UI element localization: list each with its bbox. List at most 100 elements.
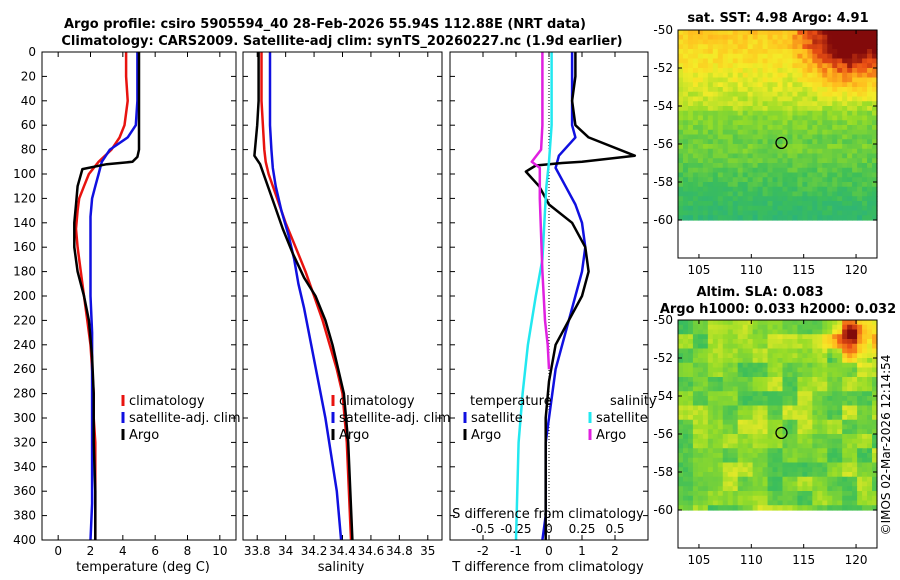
- map-cell: [807, 381, 813, 388]
- map-cell: [682, 467, 689, 473]
- map-cell: [707, 472, 714, 478]
- map-cell: [722, 172, 729, 178]
- map-cell: [697, 153, 704, 159]
- map-cell: [817, 348, 823, 354]
- map-cell: [767, 144, 774, 150]
- map-cell: [777, 462, 784, 468]
- map-cell: [707, 343, 714, 350]
- map-cell: [797, 153, 803, 159]
- map-cell: [782, 186, 789, 193]
- map-cell: [777, 163, 784, 169]
- map-cell: [822, 148, 828, 155]
- map-cell: [847, 415, 853, 421]
- map-cell: [678, 191, 684, 197]
- map-cell: [697, 476, 704, 483]
- map-cell: [842, 148, 848, 155]
- map-cell: [747, 186, 754, 193]
- map-cell: [792, 400, 798, 407]
- map-cell: [837, 476, 843, 483]
- map-cell: [682, 39, 689, 45]
- map-cell: [772, 372, 779, 378]
- map-cell: [827, 410, 833, 416]
- map-cell: [867, 125, 873, 131]
- map-cell: [867, 434, 873, 440]
- map-cell: [762, 329, 769, 335]
- map-cell: [792, 39, 798, 45]
- map-cell: [857, 172, 863, 178]
- map-cell: [767, 101, 774, 107]
- map-cell: [867, 443, 873, 449]
- map-cell: [827, 96, 833, 102]
- salinity-xtick-label: 34.6: [358, 544, 385, 558]
- map-cell: [678, 68, 684, 74]
- map-ytick-label: -54: [653, 389, 673, 403]
- map-cell: [777, 210, 784, 216]
- map-cell: [842, 144, 848, 150]
- map-cell: [772, 87, 779, 93]
- map-cell: [742, 44, 749, 50]
- map-cell: [767, 163, 774, 169]
- map-cell: [842, 77, 848, 83]
- map-cell: [687, 87, 694, 93]
- map-cell: [837, 167, 843, 174]
- map-cell: [712, 34, 719, 41]
- map-cell: [742, 358, 749, 364]
- map-cell: [812, 87, 818, 93]
- map-cell: [847, 63, 853, 69]
- map-cell: [852, 139, 858, 145]
- map-cell: [747, 125, 754, 131]
- map-cell: [872, 110, 878, 117]
- map-cell: [707, 215, 714, 221]
- map-cell: [767, 139, 774, 145]
- map-cell: [812, 324, 818, 331]
- map-cell: [862, 30, 868, 36]
- map-cell: [757, 196, 764, 202]
- map-cell: [832, 348, 838, 354]
- map-cell: [727, 182, 734, 188]
- map-cell: [822, 491, 828, 497]
- map-cell: [707, 396, 714, 402]
- map-cell: [757, 486, 764, 492]
- map-cell: [772, 448, 779, 454]
- map-cell: [722, 491, 729, 497]
- map-cell: [692, 486, 699, 492]
- map-cell: [857, 500, 863, 506]
- map-cell: [862, 110, 868, 117]
- map-cell: [702, 324, 709, 331]
- map-cell: [752, 163, 759, 169]
- map-cell: [732, 343, 739, 350]
- map-cell: [857, 82, 863, 88]
- map-cell: [737, 462, 744, 468]
- map-cell: [697, 87, 704, 93]
- map-cell: [862, 462, 868, 468]
- depth-tick-label: 180: [13, 265, 36, 279]
- map-cell: [722, 182, 729, 188]
- map-cell: [872, 329, 878, 335]
- map-cell: [737, 472, 744, 478]
- map-cell: [827, 453, 833, 459]
- map-cell: [787, 106, 794, 112]
- map-cell: [787, 68, 794, 74]
- map-cell: [822, 77, 828, 83]
- map-cell: [792, 500, 798, 506]
- map-cell: [792, 419, 798, 426]
- map-cell: [777, 348, 784, 354]
- map-cell: [702, 386, 709, 392]
- map-cell: [807, 334, 813, 340]
- map-cell: [847, 177, 853, 183]
- map-cell: [717, 210, 724, 216]
- map-cell: [702, 453, 709, 459]
- map-cell: [862, 419, 868, 426]
- title-line-2: Climatology: CARS2009. Satellite-adj cli…: [61, 34, 622, 49]
- map-cell: [702, 405, 709, 411]
- argo-position-marker: [775, 426, 788, 440]
- map-cell: [787, 381, 794, 388]
- map-cell: [837, 125, 843, 131]
- map-cell: [682, 72, 689, 79]
- map-cell: [747, 377, 754, 383]
- map-cell: [697, 158, 704, 164]
- map-cell: [762, 481, 769, 487]
- map-cell: [712, 210, 719, 216]
- map-cell: [822, 495, 828, 502]
- map-cell: [752, 457, 759, 464]
